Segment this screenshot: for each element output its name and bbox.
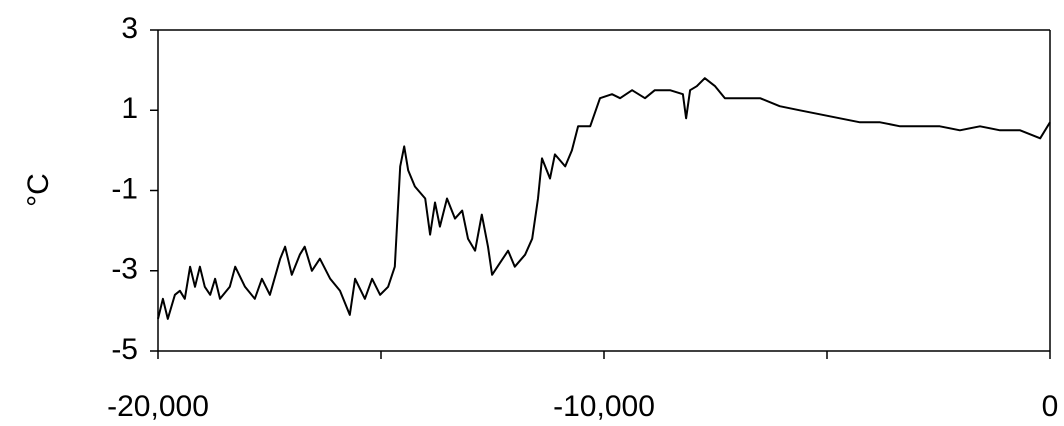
y-tick-label: -1 [111, 172, 138, 205]
x-tick-label: -20,000 [107, 390, 209, 423]
x-tick-label: 0 [1042, 390, 1059, 423]
data-line [157, 77, 1051, 320]
y-tick-label: -5 [111, 333, 138, 366]
y-tick-label: 1 [121, 92, 138, 125]
x-tick-label: -10,000 [553, 390, 655, 423]
y-tick-label: 3 [121, 12, 138, 45]
y-axis-label: °C [22, 173, 55, 207]
y-tick-label: -3 [111, 253, 138, 286]
